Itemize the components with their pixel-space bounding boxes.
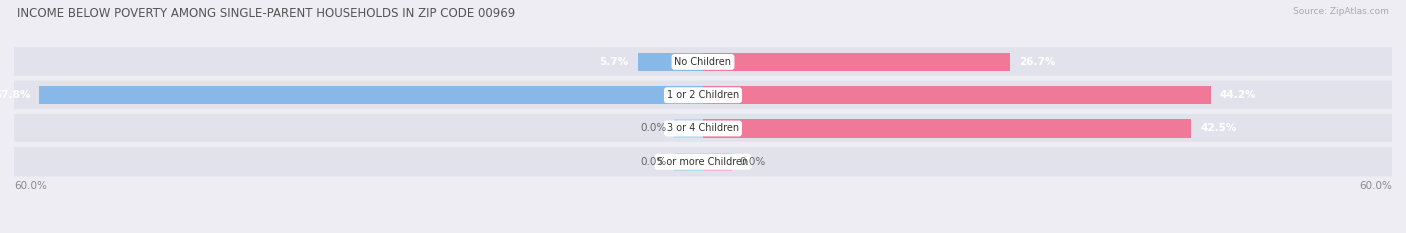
Text: 42.5%: 42.5% [1201,123,1236,134]
Text: 60.0%: 60.0% [14,181,46,191]
Text: 60.0%: 60.0% [1360,181,1392,191]
Bar [703,53,1010,71]
Bar [703,86,1211,104]
Text: 0.0%: 0.0% [640,157,666,167]
Text: 57.8%: 57.8% [0,90,30,100]
Text: 5.7%: 5.7% [599,57,628,67]
FancyBboxPatch shape [8,147,1398,176]
Bar [675,153,703,171]
Text: Source: ZipAtlas.com: Source: ZipAtlas.com [1294,7,1389,16]
Bar [39,86,703,104]
Text: 5 or more Children: 5 or more Children [658,157,748,167]
Bar [703,119,1191,138]
Text: No Children: No Children [675,57,731,67]
FancyBboxPatch shape [8,114,1398,143]
Bar [637,53,703,71]
Bar [703,153,731,171]
Bar [675,119,703,138]
FancyBboxPatch shape [8,81,1398,110]
Text: 44.2%: 44.2% [1219,90,1256,100]
Text: INCOME BELOW POVERTY AMONG SINGLE-PARENT HOUSEHOLDS IN ZIP CODE 00969: INCOME BELOW POVERTY AMONG SINGLE-PARENT… [17,7,515,20]
Text: 1 or 2 Children: 1 or 2 Children [666,90,740,100]
Text: 26.7%: 26.7% [1019,57,1054,67]
Text: 0.0%: 0.0% [640,123,666,134]
FancyBboxPatch shape [8,47,1398,77]
Text: 3 or 4 Children: 3 or 4 Children [666,123,740,134]
Text: 0.0%: 0.0% [740,157,766,167]
